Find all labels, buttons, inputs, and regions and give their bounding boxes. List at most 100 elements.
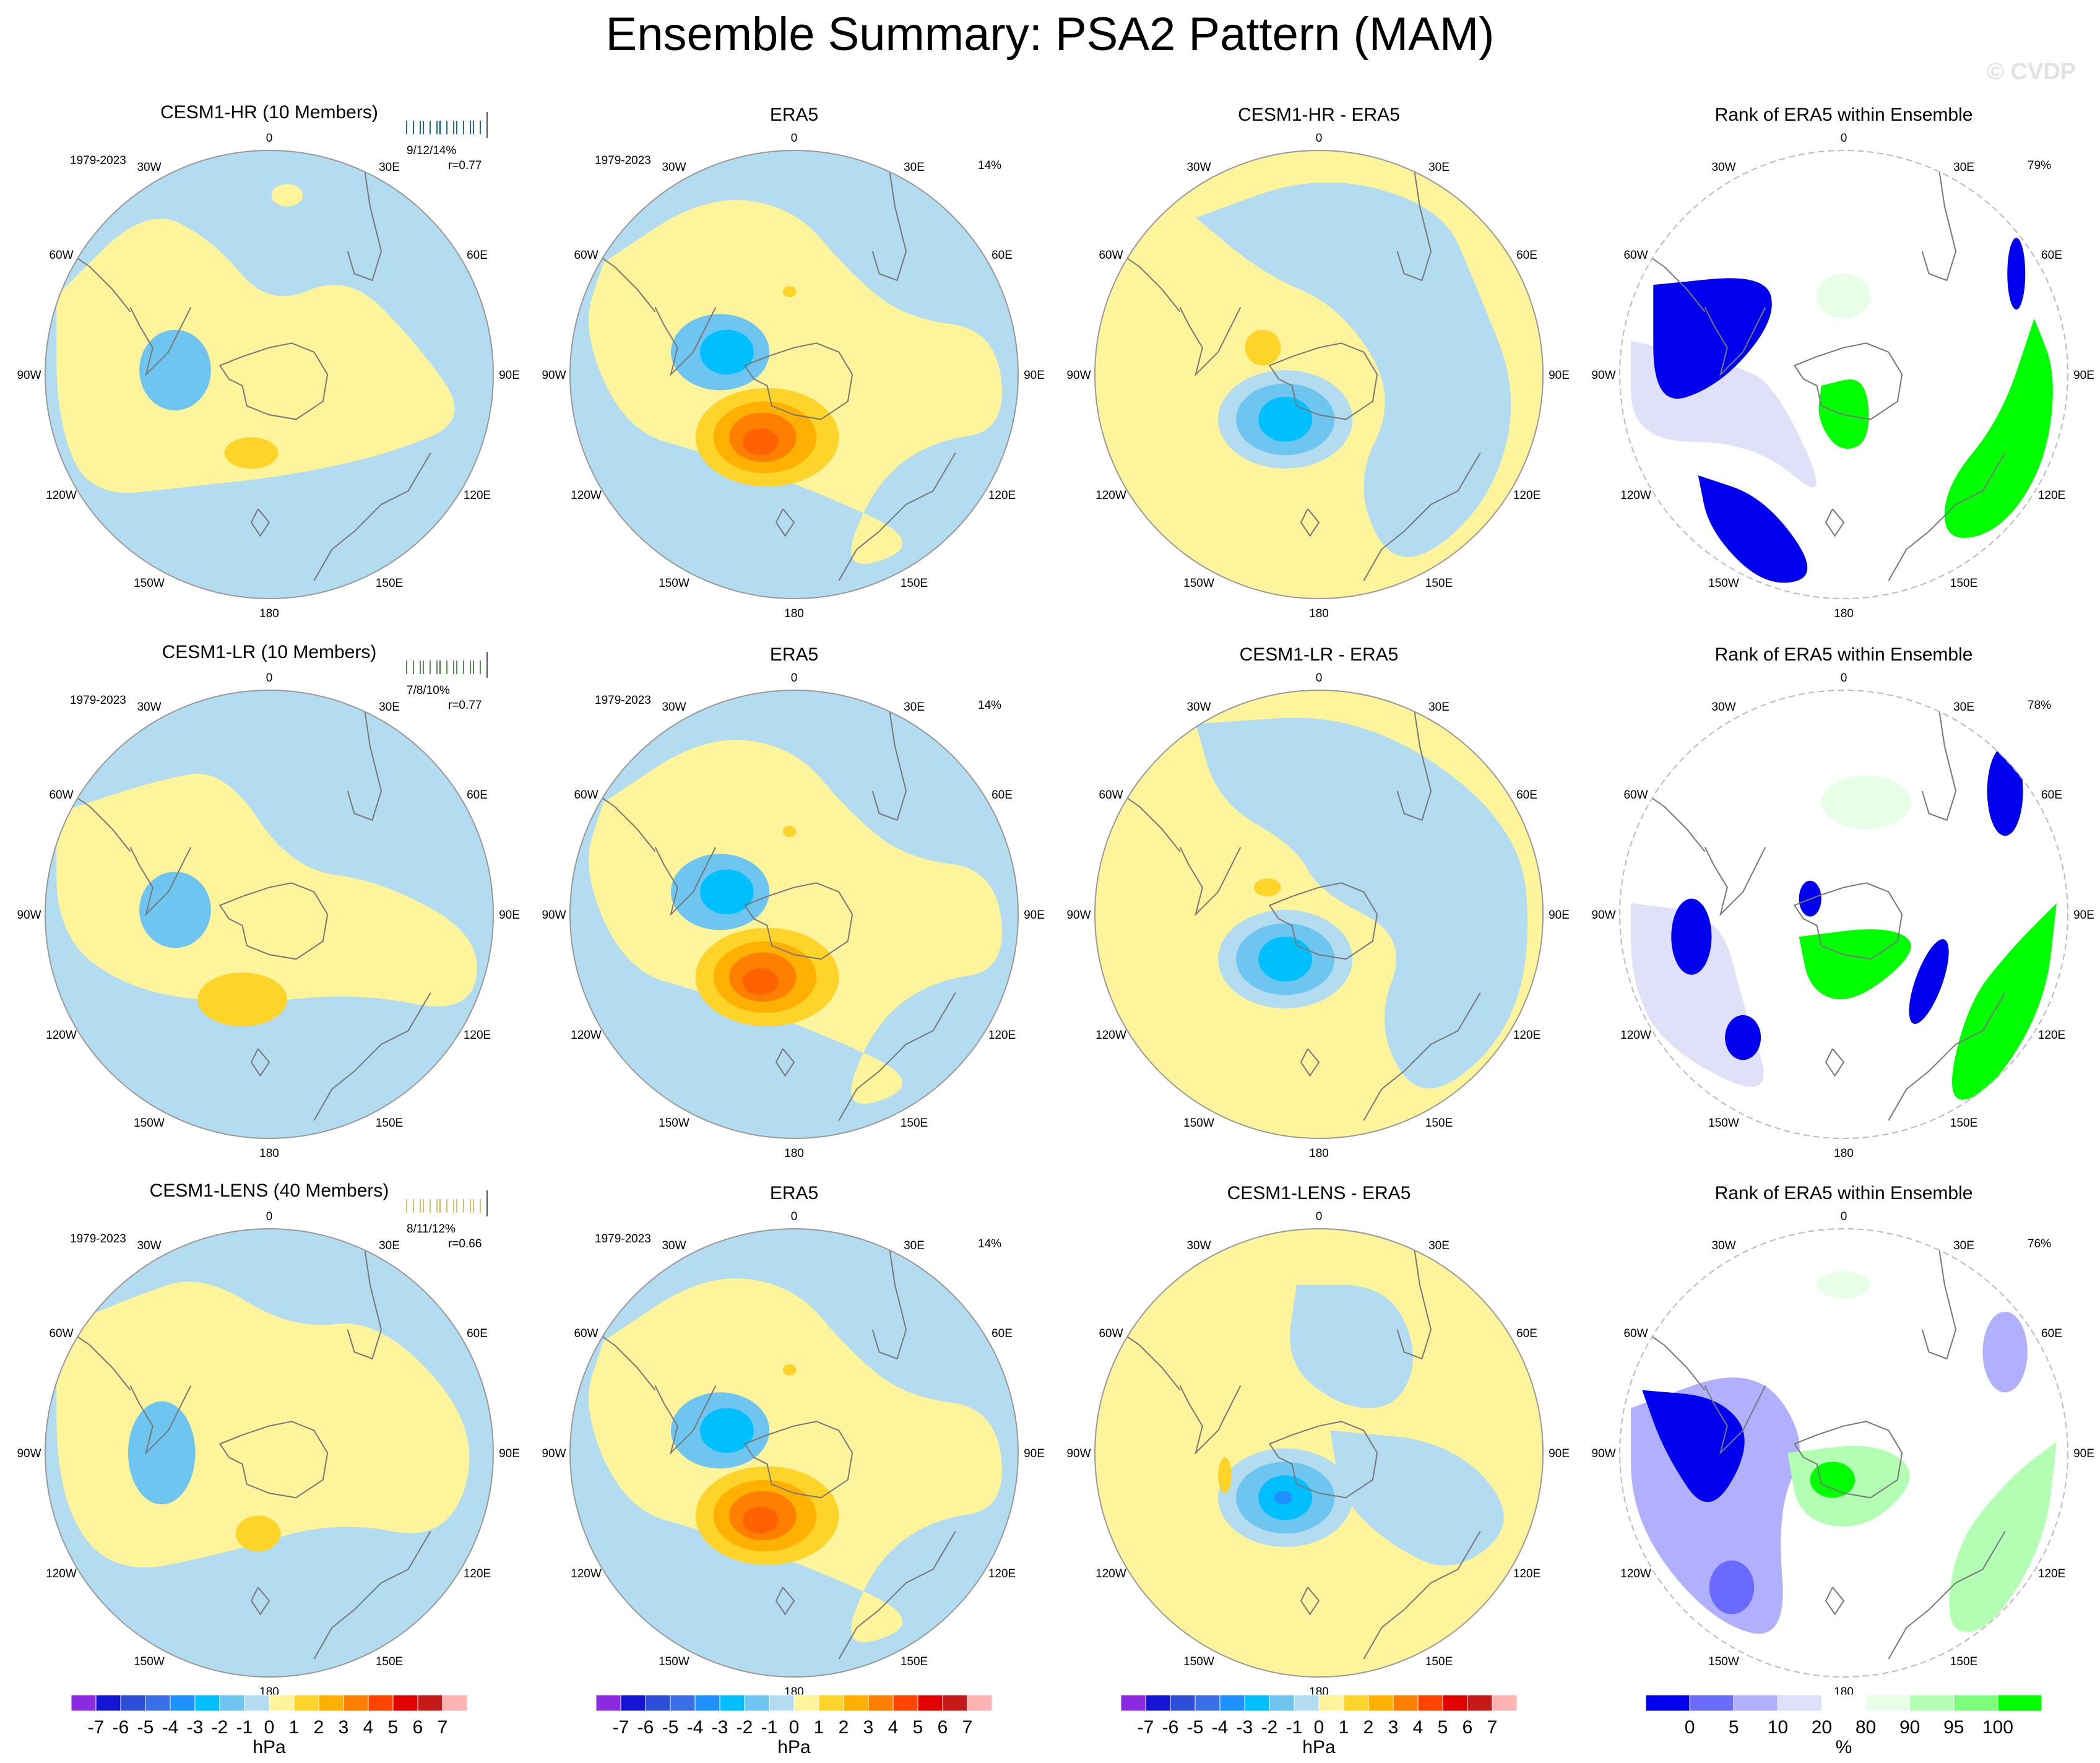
south-america-west-coast: [67, 791, 131, 852]
longitude-label: 150E: [1425, 1655, 1453, 1668]
colorbar-tick-label: -3: [712, 1717, 728, 1738]
colorbar-swatch: [1467, 1694, 1493, 1712]
variance-explained: 14%: [978, 159, 1001, 172]
low-pressure-center: [139, 872, 211, 948]
new-zealand-coastline: [250, 508, 270, 537]
africa-coastline: [347, 1239, 382, 1360]
longitude-label: 0: [791, 1210, 798, 1223]
south-america-coastline: [129, 1385, 192, 1455]
rank-low-region: [1642, 1390, 1745, 1502]
colorbar-tick-label: 5: [913, 1717, 923, 1738]
colorbar-swatch: [719, 1694, 745, 1712]
period-label: 1979-2023: [70, 1232, 126, 1245]
colorbar-swatch: [1195, 1694, 1221, 1712]
longitude-label: 60W: [1623, 249, 1648, 262]
longitude-label: 0: [266, 1210, 273, 1223]
positive-anomaly-spot: [782, 826, 797, 838]
low-pressure-core: [1258, 397, 1313, 442]
colorbar-swatch: [71, 1694, 97, 1712]
south-america-coastline: [1704, 306, 1766, 377]
longitude-label: 30E: [379, 161, 400, 174]
map-boundary: [1094, 1228, 1544, 1678]
colorbar-tick-label: 7: [1487, 1717, 1498, 1738]
south-america-west-coast: [1117, 791, 1181, 852]
longitude-label: 150W: [134, 577, 165, 590]
colorbar-swatch: [670, 1694, 696, 1712]
australia-coastline: [1363, 453, 1481, 581]
australia-coastline: [313, 453, 431, 581]
longitude-label: 120W: [1095, 1567, 1126, 1580]
positive-anomaly-spot: [782, 286, 797, 298]
longitude-label: 120E: [2038, 1567, 2065, 1580]
member-stats: 7/8/10%: [407, 684, 450, 697]
colorbar-tick-label: 4: [888, 1717, 899, 1738]
colorbar-swatch: [1733, 1694, 1778, 1712]
colorbar-swatch: [1393, 1694, 1419, 1712]
africa-coastline: [871, 1239, 907, 1360]
map-field: [1620, 150, 2068, 599]
longitude-label: 180: [1834, 607, 1854, 620]
longitude-label: 150W: [134, 1117, 165, 1130]
obs-title: ERA5: [770, 105, 818, 125]
colorbar-tick-label: 2: [1363, 1717, 1374, 1738]
panel-diff-row2: 0 30E 60E 90E 120E 150E 180 150W 120W 90W 60W 30W CE…: [1066, 644, 1569, 1160]
colorbar-swatch: [392, 1694, 418, 1712]
panel-rank-row3: 030E60E90E120E150E180150W120W90W60W30WRa…: [1591, 1183, 2094, 1699]
colorbar-hpa: -7 -6 -5 -4 -3 -2 -1 0 1 2 3 4 5 6 7 hPa: [1120, 1694, 1518, 1757]
longitude-label: 30E: [379, 1239, 400, 1252]
rank-low-region-south: [1725, 1015, 1761, 1060]
panel-obs-row3: 030E60E90E120E150E180150W120W90W60W30WER…: [542, 1183, 1044, 1699]
high-pressure-core: [742, 428, 779, 456]
colorbar-tick-label: -4: [1212, 1717, 1229, 1738]
longitude-label: 60E: [992, 249, 1013, 262]
longitude-label: 0: [1316, 132, 1323, 145]
longitude-label: 30E: [904, 161, 925, 174]
panel-diff-row1: 0 30E 60E 90E 120E 150E 180 150W 120W 90W 60W 30W CE…: [1066, 105, 1569, 620]
colorbar-tick-label: 5: [1729, 1717, 1739, 1738]
south-america-west-coast: [592, 1329, 656, 1391]
colorbar-tick-label: 20: [1812, 1717, 1832, 1738]
period-label: 1979-2023: [595, 694, 651, 707]
member-tick-strip: [406, 112, 488, 138]
colorbar-tick-label: 5: [388, 1717, 399, 1738]
longitude-label: 60W: [1099, 249, 1123, 262]
colorbar-swatch: [120, 1694, 146, 1712]
longitude-label: 150E: [1950, 1655, 1977, 1668]
colorbar-tick-label: 7: [438, 1717, 448, 1738]
rank-title: Rank of ERA5 within Ensemble: [1715, 105, 1973, 125]
colorbar-swatch: [293, 1694, 319, 1712]
panel-model-row2: 0 30E 60E 90E 120E 150E 180 150W 120W 90W 60W 30W CE…: [17, 642, 519, 1160]
pattern-correlation: r=0.77: [448, 159, 482, 172]
longitude-label: 30E: [379, 701, 400, 714]
colorbar-swatch: [1865, 1694, 1911, 1712]
longitude-label: 0: [1841, 672, 1847, 685]
colorbar-swatch: [967, 1694, 993, 1712]
longitude-label: 90W: [1591, 1447, 1615, 1460]
member-tick-strip: [406, 652, 488, 678]
colorbar-tick-label: 3: [863, 1717, 874, 1738]
new-zealand-coastline: [775, 508, 795, 537]
colorbar-tick-label: 1: [289, 1717, 300, 1738]
longitude-label: 0: [1316, 672, 1323, 685]
longitude-label: 120W: [46, 489, 77, 502]
longitude-label: 30W: [662, 1239, 686, 1252]
colorbar-swatch: [1689, 1694, 1734, 1712]
longitude-label: 150W: [1183, 1117, 1214, 1130]
antarctica-coastline: [743, 882, 853, 960]
longitude-label: 150E: [376, 1655, 403, 1668]
longitude-label: 30E: [1428, 701, 1450, 714]
colorbar-tick-label: -2: [737, 1717, 753, 1738]
longitude-label: 60E: [992, 789, 1013, 802]
antarctica-coastline: [1268, 342, 1378, 420]
new-zealand-coastline: [250, 1048, 270, 1077]
africa-coastline: [347, 161, 382, 282]
difference-title: CESM1-LENS - ERA5: [1227, 1183, 1411, 1203]
south-america-west-coast: [67, 251, 131, 313]
colorbar-swatch: [1145, 1694, 1171, 1712]
rank-high-region-east: [1951, 903, 2057, 1100]
longitude-label: 180: [1309, 1147, 1329, 1160]
model-title: CESM1-LR (10 Members): [162, 642, 377, 662]
longitude-label: 150W: [1183, 1655, 1214, 1668]
colorbar-swatch: [793, 1694, 819, 1712]
